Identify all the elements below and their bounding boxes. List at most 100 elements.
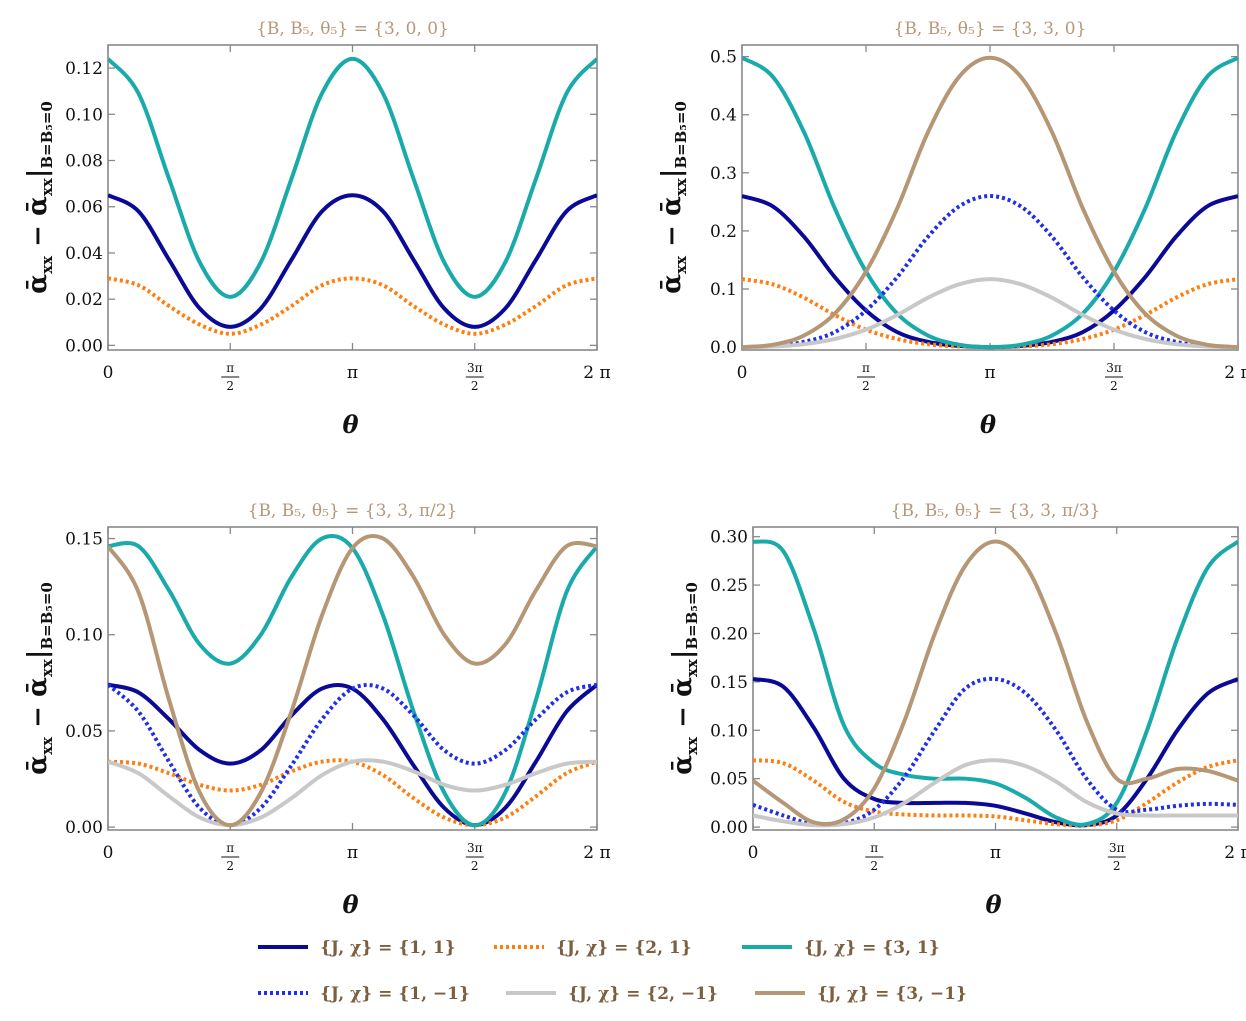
legend-label: {J, χ} = {3, 1} [804, 938, 940, 958]
y-tick-label: 0.30 [710, 528, 748, 548]
y-axis-label-part: ᾱ [23, 196, 53, 225]
x-tick-label-numerator: π [226, 361, 234, 375]
y-axis-label-part: xx [672, 255, 690, 274]
x-tick-label: π [990, 843, 1001, 863]
y-tick-label: 0.1 [710, 280, 737, 300]
x-tick-label-denominator: 2 [1113, 859, 1121, 873]
x-tick-label-text: 2 π [1224, 363, 1246, 383]
y-axis-label: ᾱxx − ᾱxx|B=B₅=0 [23, 101, 56, 294]
series-line: {J, χ} = {1, −1} [108, 682, 597, 828]
y-axis-label-part: B=B₅=0 [672, 101, 690, 169]
x-tick-label: 0 [737, 363, 748, 383]
x-tick-label: π2 [221, 361, 240, 393]
y-axis-label-part: | [668, 650, 698, 659]
y-tick-label: 0.06 [65, 198, 103, 218]
x-tick-label-numerator: π [862, 361, 870, 375]
y-axis-label-part: xx [38, 255, 56, 274]
x-tick-label: 2 π [1224, 843, 1246, 863]
y-tick-label: 0.0 [710, 338, 737, 358]
y-tick-label: 0.20 [710, 624, 748, 644]
panel-title: {B, B₅, θ₅} = {3, 0, 0} [256, 19, 449, 39]
x-tick-label-numerator: 3π [1106, 361, 1122, 375]
y-axis-label-part: ᾱ [657, 196, 687, 225]
panel-top-left: {B, B₅, θ₅} = {3, 0, 0} 0.00 0.02 0.04 0.06 0… [23, 19, 611, 439]
x-tick-label-numerator: π [870, 841, 878, 855]
x-tick-label: 2 π [1224, 363, 1246, 383]
x-axis-label: θ [980, 410, 996, 439]
panel-title: {B, B₅, θ₅} = {3, 3, π/3} [891, 501, 1101, 521]
x-tick-label-text: π [347, 363, 358, 383]
y-tick-label: 0.10 [65, 626, 103, 646]
plot-frame [107, 44, 598, 351]
series-line: {J, χ} = {2, 1} [108, 276, 597, 336]
y-axis-label-part: − [668, 706, 698, 737]
y-tick-label: 0.12 [65, 59, 103, 79]
y-axis-label-part: − [23, 706, 53, 737]
x-tick-label-numerator: 3π [467, 361, 483, 375]
y-axis-label-part: xx [683, 736, 701, 755]
y-axis-label-part: ᾱ [657, 274, 687, 294]
y-tick-label: 0.5 [710, 48, 737, 68]
series-line: {J, χ} = {2, −1} [753, 758, 1238, 828]
legend-label: {J, χ} = {2, −1} [568, 984, 718, 1004]
y-tick-label: 0.15 [65, 530, 103, 550]
legend-item: {J, χ} = {2, −1} [506, 984, 718, 1004]
legend-label: {J, χ} = {2, 1} [556, 938, 692, 958]
y-axis-label-part: ᾱ [23, 677, 53, 706]
y-axis-label-part: | [23, 650, 53, 659]
x-tick-label-text: 2 π [1224, 843, 1246, 863]
panel-top-right: {B, B₅, θ₅} = {3, 3, 0} 0.0 0.1 0.2 0.3 0.4 0.… [657, 19, 1246, 439]
x-tick-label-denominator: 2 [226, 379, 234, 393]
y-tick-label: 0.05 [710, 770, 748, 790]
x-tick-label: π2 [221, 841, 240, 873]
legend-label: {J, χ} = {1, −1} [320, 984, 470, 1004]
x-axis-label: θ [342, 890, 358, 919]
y-tick-label: 0.05 [65, 722, 103, 742]
y-axis-label-part: B=B₅=0 [683, 582, 701, 650]
x-tick-label-denominator: 2 [862, 379, 870, 393]
y-axis-label-part: xx [672, 177, 690, 196]
series-line: {J, χ} = {2, −1} [742, 277, 1238, 350]
y-axis-label: ᾱxx − ᾱxx|B=B₅=0 [657, 101, 690, 294]
y-tick-label: 0.4 [710, 106, 737, 126]
y-axis-label-part: xx [38, 658, 56, 677]
x-tick-label-text: 2 π [583, 363, 610, 383]
x-tick-label-denominator: 2 [471, 379, 479, 393]
series-line: {J, χ} = {1, −1} [742, 194, 1238, 350]
series-line: {J, χ} = {1, 1} [108, 193, 597, 329]
x-tick-label-numerator: 3π [467, 841, 483, 855]
series-line: {J, χ} = {3, −1} [108, 534, 597, 828]
y-axis-label-part: xx [683, 658, 701, 677]
series-line: {J, χ} = {1, 1} [753, 677, 1238, 828]
x-tick-label-numerator: π [226, 841, 234, 855]
legend-item: {J, χ} = {1, 1} [258, 938, 456, 958]
x-axis-label: θ [985, 890, 1001, 919]
legend-item: {J, χ} = {3, −1} [755, 984, 967, 1004]
legend: {J, χ} = {1, 1} {J, χ} = {2, 1} {J, χ} = {… [258, 938, 967, 1004]
legend-label: {J, χ} = {3, −1} [817, 984, 967, 1004]
panel-title: {B, B₅, θ₅} = {3, 3, 0} [894, 19, 1087, 39]
y-tick-label: 0.10 [65, 105, 103, 125]
y-tick-label: 0.2 [710, 222, 737, 242]
y-axis-label-part: − [657, 225, 687, 256]
x-tick-label-text: π [347, 843, 358, 863]
y-axis-label-part: B=B₅=0 [38, 101, 56, 169]
y-axis-label: ᾱxx − ᾱxx|B=B₅=0 [668, 582, 701, 775]
x-tick-label: 0 [103, 843, 114, 863]
x-tick-label: 3π2 [465, 841, 484, 873]
legend-item: {J, χ} = {2, 1} [494, 938, 692, 958]
x-tick-label-text: 0 [737, 363, 748, 383]
y-tick-label: 0.04 [65, 244, 103, 264]
x-tick-label: 0 [748, 843, 759, 863]
series-line: {J, χ} = {3, −1} [742, 55, 1238, 350]
y-tick-label: 0.08 [65, 152, 103, 172]
panel-bottom-right: {B, B₅, θ₅} = {3, 3, π/3} 0.00 0.05 0.10 0.1… [668, 501, 1246, 919]
series-line: {J, χ} = {3, 1} [753, 539, 1238, 827]
y-axis-label-part: | [657, 169, 687, 178]
x-tick-label: 3π2 [1104, 361, 1123, 393]
series-line: {J, χ} = {3, −1} [753, 539, 1238, 827]
y-axis-label-part: ᾱ [23, 755, 53, 775]
y-axis-label: ᾱxx − ᾱxx|B=B₅=0 [23, 582, 56, 775]
y-tick-label: 0.00 [710, 818, 748, 838]
legend-item: {J, χ} = {1, −1} [258, 984, 470, 1004]
